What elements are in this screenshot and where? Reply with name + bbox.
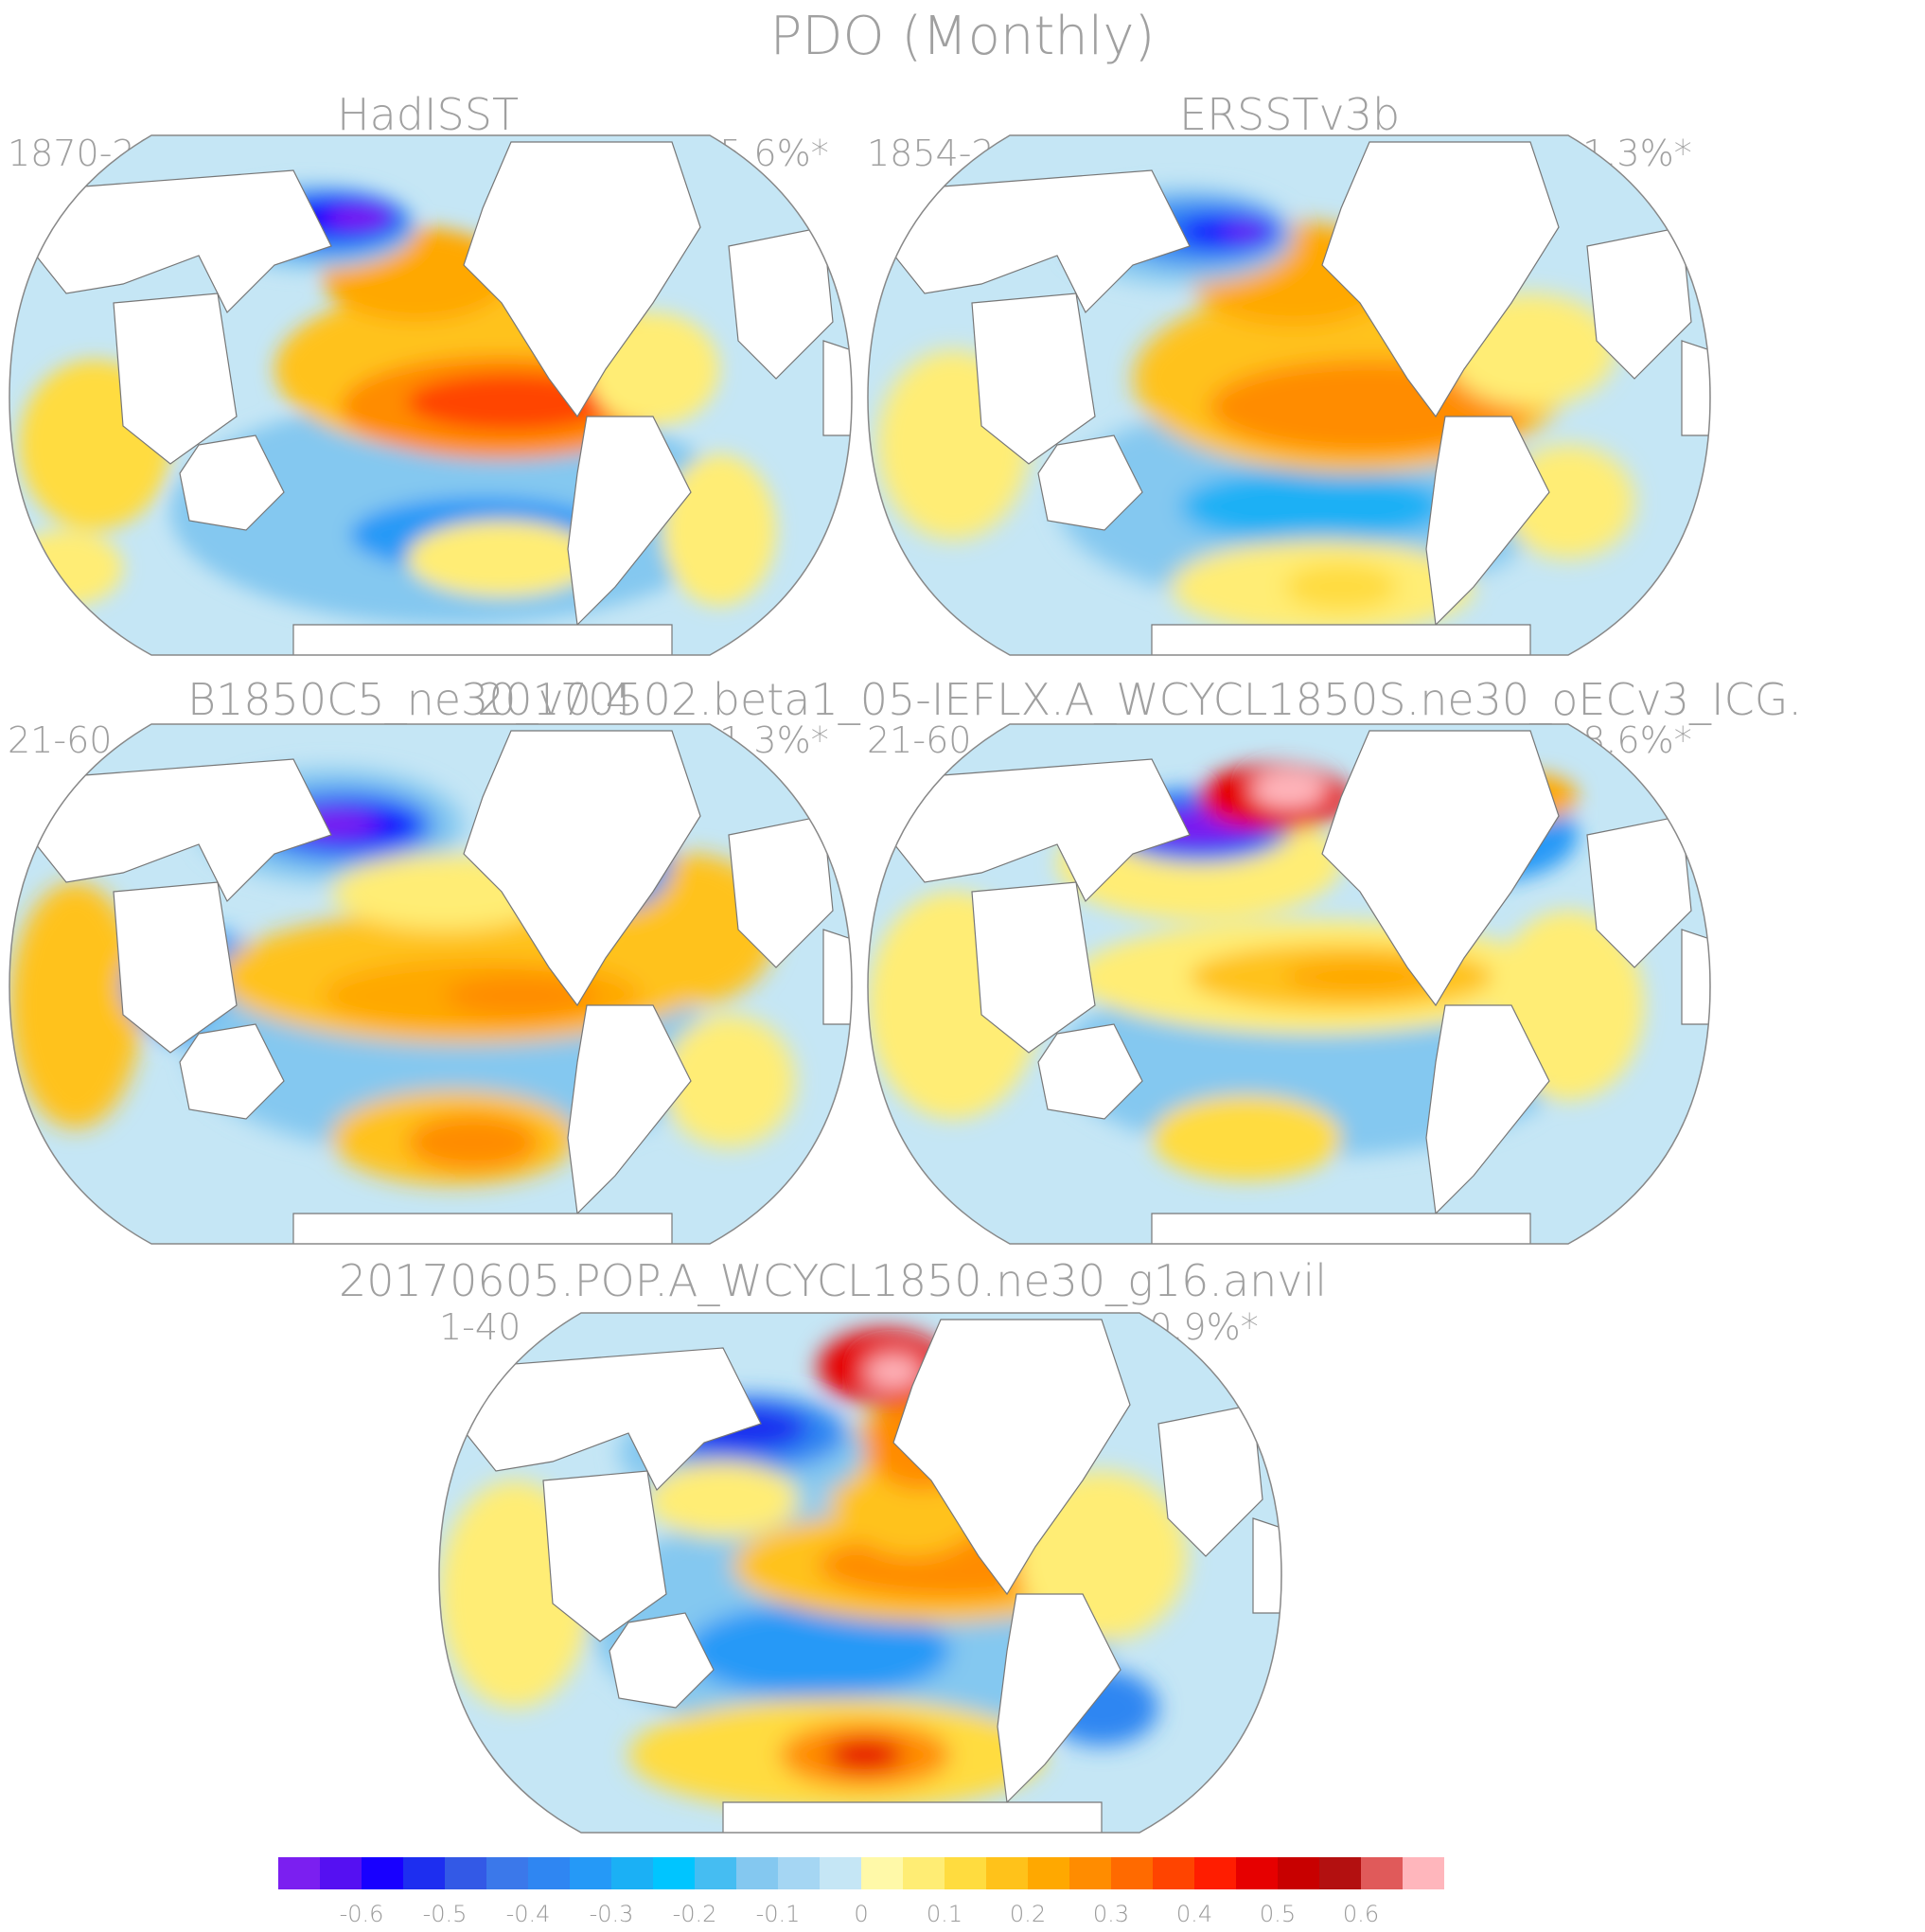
colorbar-tick-label: -0.5 [423,1901,468,1927]
colorbar-swatch [945,1857,987,1889]
colorbar-swatch [528,1857,571,1889]
colorbar-swatch [403,1857,446,1889]
colorbar-swatch [1361,1857,1404,1889]
colorbar-tick-label: 0.3 [1093,1901,1129,1927]
colorbar-swatch [1069,1857,1112,1889]
map-panel-pop [439,1310,1281,1835]
colorbar-tick-label: 0.6 [1343,1901,1379,1927]
colorbar-tick-label: -0.6 [340,1901,384,1927]
colorbar-swatch [1028,1857,1070,1889]
colorbar-swatch [1153,1857,1195,1889]
colorbar-swatch [986,1857,1029,1889]
colorbar-swatch [861,1857,904,1889]
panel-title-iceflx: 20170502.beta1_05-IEFLX.A_WCYCL1850S.ne3… [477,674,1802,725]
colorbar-swatch [1278,1857,1320,1889]
map-panel-ersst [868,133,1710,658]
colorbar-swatch [1194,1857,1237,1889]
colorbar-swatch [1236,1857,1279,1889]
colorbar-tick-label: 0 [854,1901,868,1927]
colorbar-tick-label: -0.2 [673,1901,717,1927]
colorbar-tick-label: 0.5 [1260,1901,1296,1927]
figure-title: PDO (Monthly) [0,6,1925,67]
colorbar-swatch [570,1857,612,1889]
colorbar-tick-label: 0.4 [1176,1901,1212,1927]
colorbar-tick-label: 0.2 [1010,1901,1046,1927]
colorbar-tick-label: -0.3 [590,1901,634,1927]
colorbar-swatch [1319,1857,1362,1889]
panel-title-pop: 20170605.POP.A_WCYCL1850.ne30_g16.anvil [339,1255,1327,1306]
colorbar-tick-label: -0.4 [506,1901,551,1927]
colorbar-swatch [653,1857,696,1889]
colorbar-swatch [778,1857,821,1889]
colorbar-swatch [362,1857,404,1889]
colorbar-swatch [278,1857,321,1889]
colorbar-swatch [736,1857,779,1889]
colorbar-swatch [611,1857,654,1889]
colorbar-swatch [903,1857,945,1889]
map-panel-b1850 [9,721,852,1247]
colorbar-swatch [320,1857,362,1889]
colorbar-swatch [820,1857,862,1889]
colorbar-tick-label: 0.1 [927,1901,962,1927]
colorbar-swatch [486,1857,529,1889]
map-panel-iceflx [868,721,1710,1247]
map-panel-hadisst [9,133,852,658]
colorbar [278,1857,1444,1889]
colorbar-swatch [695,1857,737,1889]
colorbar-swatch [445,1857,487,1889]
colorbar-swatch [1403,1857,1444,1889]
colorbar-swatch [1111,1857,1154,1889]
colorbar-tick-label: -0.1 [756,1901,801,1927]
